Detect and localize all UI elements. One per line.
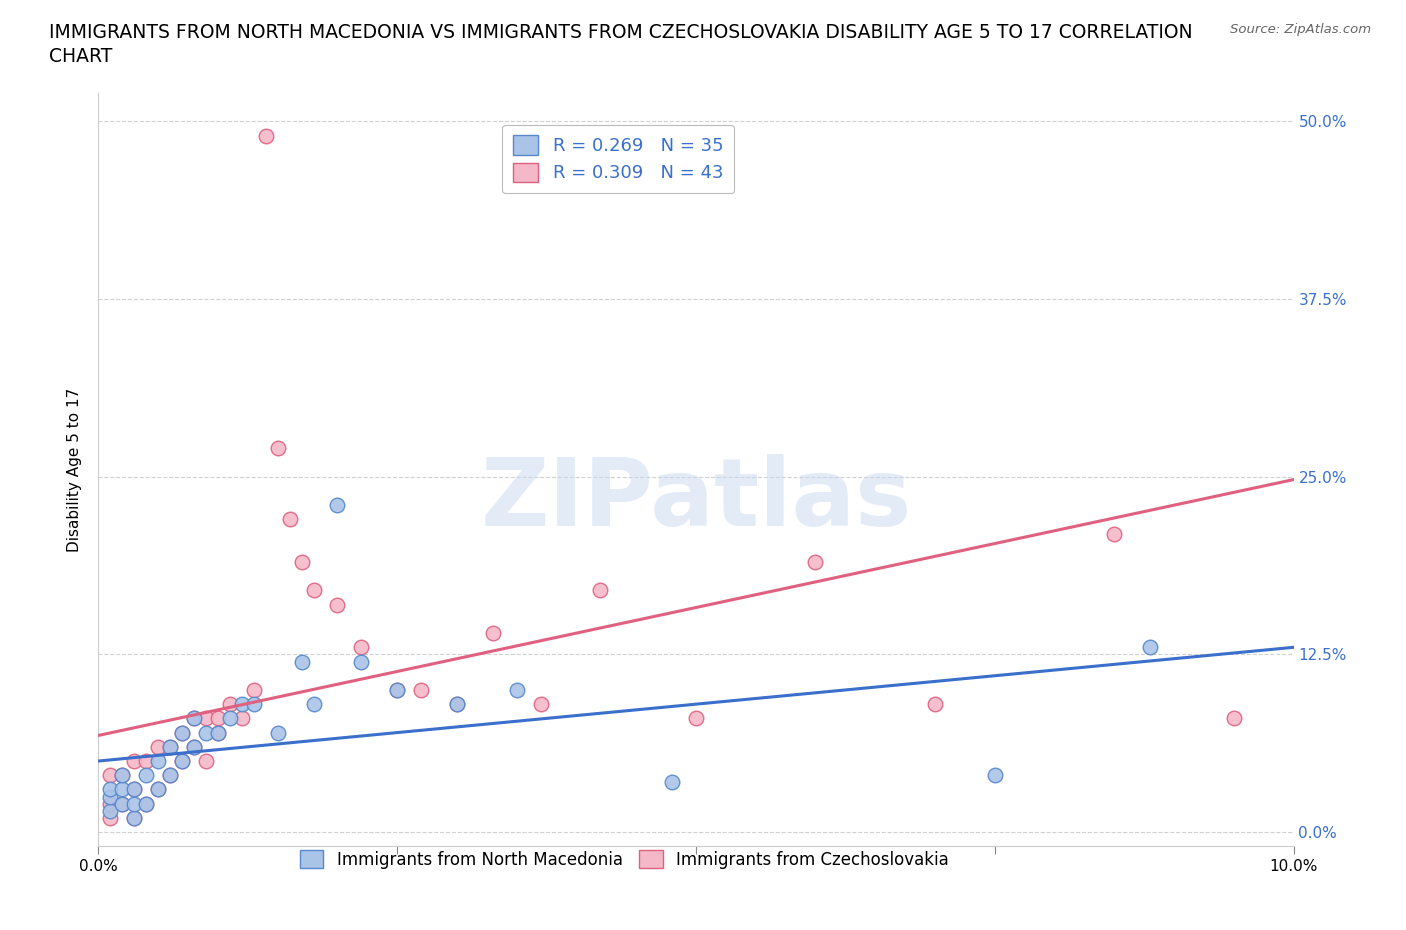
Y-axis label: Disability Age 5 to 17: Disability Age 5 to 17: [67, 388, 83, 551]
Point: [1223, 711, 1246, 725]
Point: [159, 739, 181, 754]
Point: [924, 697, 946, 711]
Text: ZIPatlas: ZIPatlas: [481, 454, 911, 546]
Point: [278, 512, 301, 526]
Point: [183, 711, 205, 725]
Point: [124, 810, 146, 825]
Point: [172, 725, 194, 740]
Point: [159, 739, 181, 754]
Point: [350, 654, 373, 669]
Point: [124, 782, 146, 797]
Point: [219, 711, 242, 725]
Point: [506, 683, 529, 698]
Point: [98, 782, 122, 797]
Legend: Immigrants from North Macedonia, Immigrants from Czechoslovakia: Immigrants from North Macedonia, Immigra…: [294, 844, 955, 876]
Point: [195, 753, 218, 768]
Point: [195, 725, 218, 740]
Point: [124, 796, 146, 811]
Point: [589, 583, 612, 598]
Point: [207, 725, 229, 740]
Point: [135, 753, 157, 768]
Point: [172, 725, 194, 740]
Point: [183, 711, 205, 725]
Point: [135, 796, 157, 811]
Point: [243, 683, 266, 698]
Point: [254, 128, 277, 143]
Point: [98, 768, 122, 783]
Point: [172, 753, 194, 768]
Point: [98, 796, 122, 811]
Point: [183, 739, 205, 754]
Point: [326, 498, 349, 512]
Point: [148, 739, 170, 754]
Point: [219, 697, 242, 711]
Point: [135, 796, 157, 811]
Point: [98, 810, 122, 825]
Point: [530, 697, 553, 711]
Point: [267, 441, 290, 456]
Point: [124, 753, 146, 768]
Point: [984, 768, 1007, 783]
Point: [135, 768, 157, 783]
Point: [446, 697, 468, 711]
Point: [1104, 526, 1126, 541]
Point: [207, 725, 229, 740]
Point: [243, 697, 266, 711]
Point: [1139, 640, 1161, 655]
Point: [159, 768, 181, 783]
Point: [411, 683, 433, 698]
Point: [111, 768, 134, 783]
Point: [302, 583, 325, 598]
Point: [231, 697, 253, 711]
Point: [148, 782, 170, 797]
Text: CHART: CHART: [49, 46, 112, 65]
Point: [685, 711, 707, 725]
Point: [124, 782, 146, 797]
Point: [291, 654, 314, 669]
Point: [148, 753, 170, 768]
Text: IMMIGRANTS FROM NORTH MACEDONIA VS IMMIGRANTS FROM CZECHOSLOVAKIA DISABILITY AGE: IMMIGRANTS FROM NORTH MACEDONIA VS IMMIG…: [49, 23, 1192, 42]
Point: [98, 804, 122, 818]
Point: [111, 768, 134, 783]
Point: [385, 683, 409, 698]
Point: [302, 697, 325, 711]
Point: [98, 790, 122, 804]
Point: [267, 725, 290, 740]
Point: [111, 782, 134, 797]
Point: [207, 711, 229, 725]
Point: [804, 554, 827, 569]
Point: [350, 640, 373, 655]
Point: [446, 697, 468, 711]
Point: [111, 796, 134, 811]
Point: [291, 554, 314, 569]
Point: [231, 711, 253, 725]
Point: [661, 775, 683, 790]
Point: [172, 753, 194, 768]
Point: [195, 711, 218, 725]
Point: [326, 597, 349, 612]
Point: [124, 810, 146, 825]
Point: [482, 626, 505, 641]
Text: Source: ZipAtlas.com: Source: ZipAtlas.com: [1230, 23, 1371, 36]
Point: [148, 782, 170, 797]
Point: [111, 796, 134, 811]
Point: [183, 739, 205, 754]
Point: [159, 768, 181, 783]
Point: [385, 683, 409, 698]
